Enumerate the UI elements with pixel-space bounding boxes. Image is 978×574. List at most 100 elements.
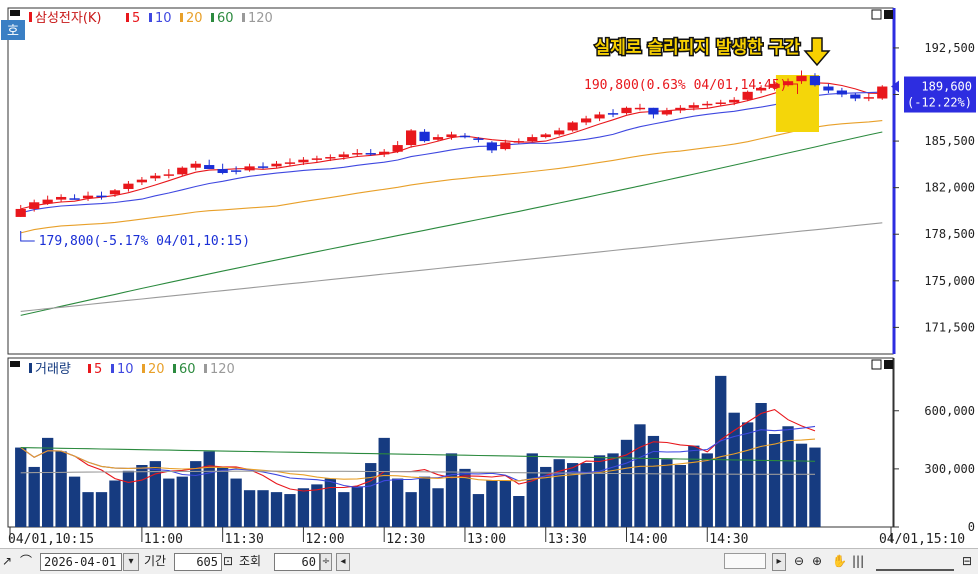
- candle-body: [702, 103, 713, 106]
- count-stepper[interactable]: ÷: [320, 553, 332, 571]
- price-tick-label: 178,500: [924, 227, 975, 241]
- scrollbar-thumb[interactable]: [724, 553, 766, 569]
- volume-bar: [149, 461, 161, 527]
- volume-bar: [392, 478, 404, 527]
- candle-body: [634, 107, 646, 110]
- candle-body: [69, 198, 80, 200]
- volume-bar: [567, 463, 579, 527]
- candle-body: [486, 142, 497, 151]
- candle-body: [769, 83, 780, 88]
- count-input[interactable]: 60: [274, 553, 320, 571]
- candle-body: [809, 75, 821, 86]
- volume-bar: [445, 453, 458, 527]
- volume-bar: [688, 445, 700, 527]
- volume-bar: [230, 478, 242, 527]
- candle-body: [621, 107, 632, 114]
- volume-ma10-line: [20, 425, 816, 489]
- volume-bar: [311, 484, 323, 527]
- volume-bar: [95, 492, 108, 527]
- volume-bar: [351, 486, 363, 527]
- volume-legend-title: 거래량: [35, 362, 71, 377]
- low-price-label: 179,800(-5.17% 04/01,10:15): [39, 234, 250, 249]
- candle-body: [56, 196, 67, 200]
- candle-body: [729, 99, 740, 103]
- volume-bar: [82, 492, 94, 527]
- volume-bar: [472, 494, 485, 527]
- ma20-line: [20, 120, 883, 234]
- zoom-out-icon[interactable]: ⊖: [794, 554, 805, 568]
- zoom-in-icon[interactable]: ⊕: [812, 554, 823, 568]
- current-price-tag: [904, 76, 976, 113]
- candle-body: [325, 157, 336, 159]
- volume-bar: [297, 488, 310, 527]
- volume-bar: [270, 492, 283, 527]
- volume-bar: [15, 447, 27, 527]
- volume-legend-ma-label: 10: [117, 362, 134, 377]
- candle-body: [96, 195, 107, 198]
- date-field[interactable]: 2026-04-01: [40, 553, 122, 571]
- candle-body: [823, 86, 834, 91]
- candle-body: [365, 153, 376, 155]
- volume-bar: [620, 439, 633, 527]
- volume-bar: [768, 434, 781, 527]
- query-icon[interactable]: ⊡: [223, 554, 234, 568]
- bottom-toolbar: ↗ ⌒ 2026-04-01 ▾ 기간 605 ⊡ 조회 60 ÷ ◂ ▸ ⊖ …: [0, 548, 978, 574]
- candle-body: [513, 141, 524, 143]
- scroll-right-button[interactable]: ▸: [772, 553, 786, 571]
- volume-bar: [607, 453, 619, 527]
- candle-body: [284, 162, 296, 164]
- restore-icon: [871, 359, 882, 370]
- volume-legend-ma-label: 120: [210, 362, 235, 377]
- period-input[interactable]: 605: [174, 553, 222, 571]
- candle-body: [392, 145, 403, 152]
- candle-body: [756, 87, 767, 91]
- candle-body: [257, 166, 269, 168]
- time-tick-label: 11:30: [225, 532, 264, 547]
- query-label[interactable]: 조회: [239, 554, 262, 568]
- volume-bar: [418, 476, 431, 527]
- candle-body: [42, 199, 53, 204]
- low-pointer-line: [20, 231, 35, 242]
- candle-body: [352, 153, 363, 155]
- volume-bar: [68, 476, 81, 527]
- candle-body: [567, 122, 578, 131]
- current-price-pointer: [891, 80, 899, 93]
- candle-body: [311, 158, 322, 160]
- zoom-slider[interactable]: [876, 553, 954, 571]
- candle-body: [500, 142, 511, 150]
- candle-body: [554, 130, 565, 135]
- bars-icon[interactable]: |||: [852, 554, 865, 568]
- volume-tick-label: 300,000: [924, 462, 975, 476]
- ho-badge: [1, 20, 25, 40]
- volume-bar: [324, 478, 336, 527]
- date-dropdown-button[interactable]: ▾: [123, 553, 139, 571]
- candle-body: [742, 91, 753, 100]
- candle-body: [527, 137, 538, 142]
- candle-body: [15, 208, 26, 217]
- volume-ma60-line: [20, 447, 816, 462]
- volume-bar: [701, 453, 713, 527]
- candle-body: [338, 154, 349, 158]
- volume-bar: [553, 459, 565, 527]
- scroll-left-button[interactable]: ◂: [336, 553, 350, 571]
- volume-bar: [42, 437, 54, 527]
- hand-icon[interactable]: ✋: [832, 554, 847, 568]
- draw-tool-icon[interactable]: ⌒: [20, 554, 33, 568]
- candle-body: [594, 114, 605, 119]
- restore-icon: [871, 9, 882, 20]
- trend-tool-icon[interactable]: ↗: [2, 554, 13, 568]
- candle-body: [163, 174, 174, 176]
- volume-ma5-line: [20, 408, 816, 492]
- volume-bar: [257, 490, 269, 527]
- volume-bar: [378, 437, 390, 527]
- panel-icon[interactable]: ⊟: [962, 554, 973, 568]
- volume-bar: [526, 453, 538, 527]
- candle-body: [244, 166, 255, 171]
- price-panel: 192,500189,000185,500182,000178,500175,0…: [1, 7, 976, 355]
- candle-body: [298, 159, 309, 163]
- time-tick-label: 14:30: [709, 532, 748, 547]
- volume-legend-ma-swatch: [88, 364, 91, 373]
- candle-body: [150, 175, 161, 179]
- volume-legend-ma-label: 5: [94, 362, 102, 377]
- candle-body: [540, 134, 551, 138]
